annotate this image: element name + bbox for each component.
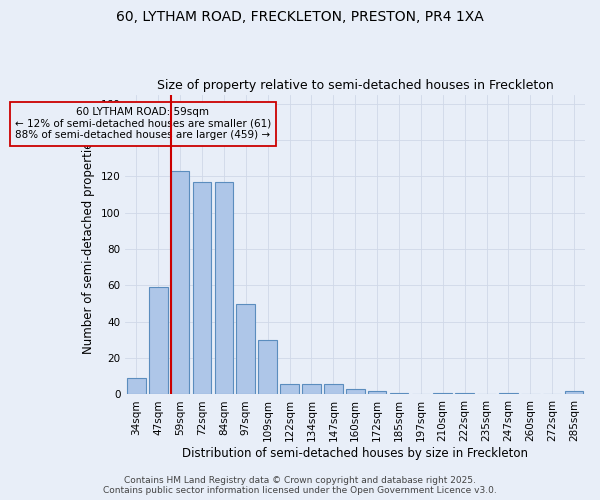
Bar: [215, 182, 233, 394]
Text: Contains HM Land Registry data © Crown copyright and database right 2025.
Contai: Contains HM Land Registry data © Crown c…: [103, 476, 497, 495]
Bar: [149, 287, 167, 395]
Bar: [193, 182, 211, 394]
Text: 60, LYTHAM ROAD, FRECKLETON, PRESTON, PR4 1XA: 60, LYTHAM ROAD, FRECKLETON, PRESTON, PR…: [116, 10, 484, 24]
Bar: [565, 391, 583, 394]
Bar: [389, 392, 408, 394]
Bar: [302, 384, 321, 394]
Text: 60 LYTHAM ROAD: 59sqm
← 12% of semi-detached houses are smaller (61)
88% of semi: 60 LYTHAM ROAD: 59sqm ← 12% of semi-deta…: [15, 108, 271, 140]
Bar: [259, 340, 277, 394]
Bar: [368, 391, 386, 394]
Bar: [346, 389, 365, 394]
Bar: [127, 378, 146, 394]
Bar: [499, 392, 518, 394]
Bar: [171, 171, 190, 394]
X-axis label: Distribution of semi-detached houses by size in Freckleton: Distribution of semi-detached houses by …: [182, 447, 528, 460]
Bar: [455, 392, 474, 394]
Bar: [324, 384, 343, 394]
Y-axis label: Number of semi-detached properties: Number of semi-detached properties: [82, 135, 95, 354]
Bar: [280, 384, 299, 394]
Title: Size of property relative to semi-detached houses in Freckleton: Size of property relative to semi-detach…: [157, 79, 554, 92]
Bar: [236, 304, 255, 394]
Bar: [433, 392, 452, 394]
